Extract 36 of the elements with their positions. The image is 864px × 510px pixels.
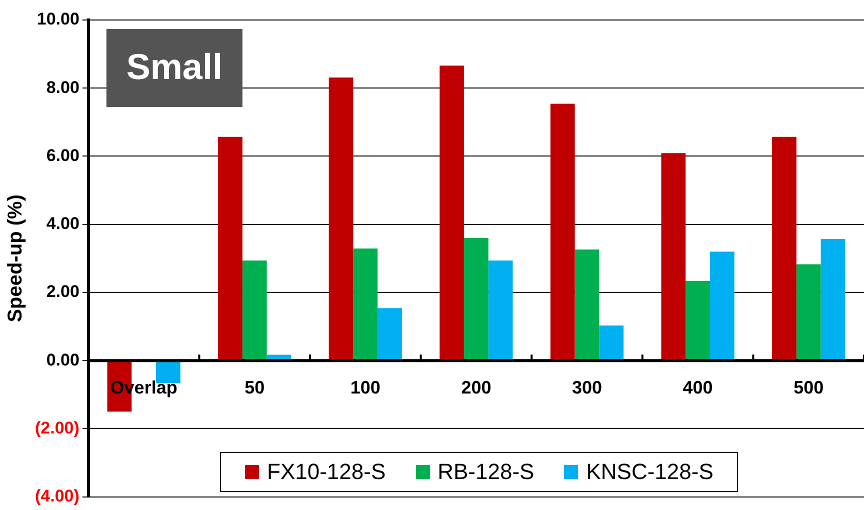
bar xyxy=(710,252,734,360)
y-tick-label: 4.00 xyxy=(46,214,80,234)
bar xyxy=(242,260,267,360)
x-tick-label: 400 xyxy=(682,378,713,398)
bar xyxy=(820,238,846,360)
x-tick-label: 100 xyxy=(350,378,380,398)
bar xyxy=(328,78,354,360)
bar xyxy=(378,308,402,360)
y-tick-label: 10.00 xyxy=(36,10,80,29)
y-tick-label: 6.00 xyxy=(46,146,80,165)
x-tick-label: 200 xyxy=(461,378,492,398)
bar xyxy=(772,136,796,360)
bar xyxy=(599,325,624,360)
y-tick-label: (4.00) xyxy=(34,486,80,506)
bar xyxy=(550,104,575,360)
bar xyxy=(686,280,710,360)
x-tick-label: 50 xyxy=(244,378,265,398)
y-tick-label: (2.00) xyxy=(34,418,80,438)
text: Small xyxy=(126,46,222,87)
y-tick-label: 8.00 xyxy=(46,78,80,97)
y-tick-label: 0.00 xyxy=(46,350,80,370)
bar xyxy=(796,264,821,360)
y-axis-title: Speed-up (%) xyxy=(4,194,27,322)
bar xyxy=(488,260,513,360)
bar xyxy=(574,250,600,360)
bar xyxy=(218,136,242,360)
legend-label: KNSC-128-S xyxy=(586,459,714,485)
bar xyxy=(464,238,488,360)
legend-label: RB-128-S xyxy=(438,459,534,485)
bar xyxy=(440,66,464,360)
x-tick-label: 500 xyxy=(794,378,824,398)
legend-label: FX10-128-S xyxy=(267,459,386,485)
bar xyxy=(661,153,686,360)
x-tick-label: 300 xyxy=(572,378,602,398)
y-tick-label: 2.00 xyxy=(46,282,80,302)
bar xyxy=(353,248,378,360)
